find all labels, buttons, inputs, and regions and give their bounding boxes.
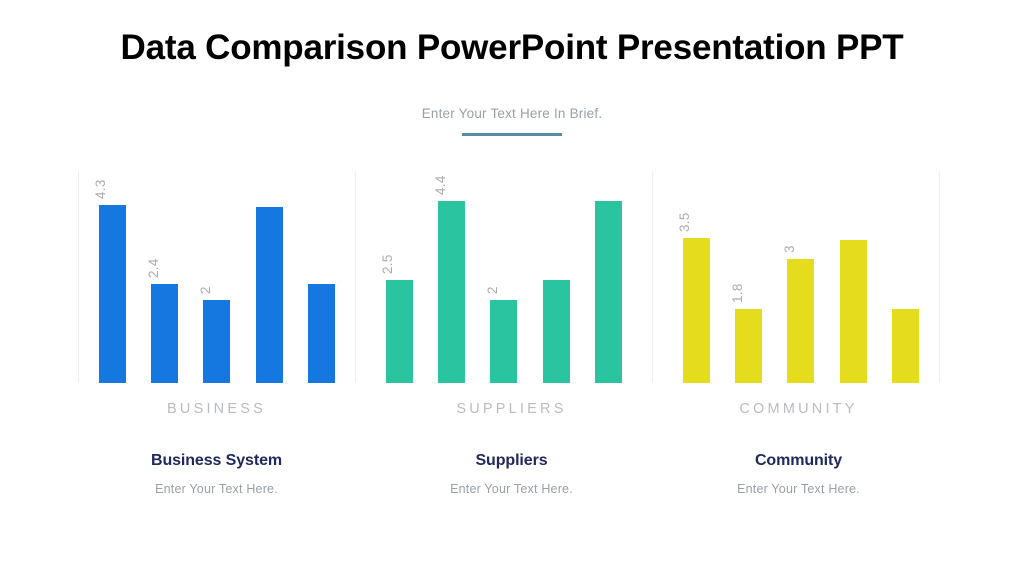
category-label-community: COMMUNITY (739, 401, 858, 417)
bar-slot-business-4[interactable] (255, 172, 283, 383)
chart-panel-community: 3.5 1.8 3 (670, 172, 932, 383)
bar-community-5[interactable] (892, 309, 920, 383)
footer-text-community: Enter Your Text Here. (737, 482, 860, 496)
bar-suppliers-5[interactable] (595, 201, 623, 383)
bar-suppliers-3[interactable] (490, 300, 518, 383)
bar-slot-business-3[interactable]: 2 (198, 172, 231, 383)
bar-slot-suppliers-5[interactable] (595, 172, 623, 383)
page-title: Data Comparison PowerPoint Presentation … (120, 28, 904, 67)
bar-slot-suppliers-4[interactable] (542, 172, 570, 383)
bar-group-suppliers: 2.5 4.4 2 (373, 172, 635, 383)
bar-community-4[interactable] (839, 240, 867, 383)
subtitle-accent-rule (462, 133, 562, 136)
bar-business-3[interactable] (203, 300, 231, 383)
bar-suppliers-4[interactable] (542, 280, 570, 383)
panel-divider-1 (355, 172, 356, 383)
chart-panel-suppliers: 2.5 4.4 2 (373, 172, 635, 383)
slide-subtitle: Enter Your Text Here In Brief. (421, 106, 603, 121)
bar-value-community-1: 3.5 (677, 212, 693, 232)
footer-block-business: Business System Enter Your Text Here. (78, 452, 355, 496)
bar-value-community-3: 3 (781, 245, 797, 253)
bar-value-suppliers-1: 2.5 (380, 254, 396, 274)
bar-community-1[interactable] (682, 238, 710, 383)
bar-chart: 4.3 2.4 2 2.5 (78, 172, 940, 383)
panel-divider-left (78, 172, 79, 383)
bar-community-3[interactable] (787, 259, 815, 383)
footer-heading-suppliers: Suppliers (475, 452, 548, 469)
bar-value-business-2: 2.4 (145, 258, 161, 278)
bar-slot-community-1[interactable]: 3.5 (677, 172, 710, 383)
bar-group-community: 3.5 1.8 3 (670, 172, 932, 383)
bar-business-5[interactable] (308, 284, 336, 383)
bar-business-2[interactable] (151, 284, 179, 383)
bar-slot-community-2[interactable]: 1.8 (730, 172, 763, 383)
bar-value-business-1: 4.3 (93, 179, 109, 199)
bar-suppliers-2[interactable] (438, 201, 466, 383)
bar-community-2[interactable] (735, 309, 763, 383)
footer-block-community: Community Enter Your Text Here. (660, 452, 937, 496)
bar-slot-business-2[interactable]: 2.4 (146, 172, 179, 383)
bar-slot-community-5[interactable] (892, 172, 920, 383)
bar-business-1[interactable] (98, 205, 126, 383)
panel-divider-2 (652, 172, 653, 383)
bar-suppliers-1[interactable] (385, 280, 413, 383)
bar-slot-community-3[interactable]: 3 (782, 172, 815, 383)
category-label-suppliers: SUPPLIERS (456, 401, 567, 417)
bar-slot-community-4[interactable] (839, 172, 867, 383)
chart-panel-business: 4.3 2.4 2 (86, 172, 348, 383)
footer-text-business: Enter Your Text Here. (155, 482, 278, 496)
bar-business-4[interactable] (255, 207, 283, 383)
bar-group-business: 4.3 2.4 2 (86, 172, 348, 383)
bar-slot-suppliers-1[interactable]: 2.5 (380, 172, 413, 383)
footer-heading-business: Business System (150, 452, 282, 469)
bar-value-suppliers-2: 4.4 (432, 175, 448, 195)
bar-slot-business-5[interactable] (308, 172, 336, 383)
bar-value-business-3: 2 (197, 286, 213, 294)
bar-value-community-2: 1.8 (729, 283, 745, 303)
bar-slot-business-1[interactable]: 4.3 (93, 172, 126, 383)
bar-slot-suppliers-3[interactable]: 2 (485, 172, 518, 383)
panel-divider-right (939, 172, 940, 383)
footer-block-suppliers: Suppliers Enter Your Text Here. (373, 452, 650, 496)
category-label-business: BUSINESS (167, 401, 266, 417)
bar-slot-suppliers-2[interactable]: 4.4 (433, 172, 466, 383)
bar-value-suppliers-3: 2 (484, 286, 500, 294)
footer-heading-community: Community (754, 452, 843, 469)
footer-text-suppliers: Enter Your Text Here. (450, 482, 573, 496)
